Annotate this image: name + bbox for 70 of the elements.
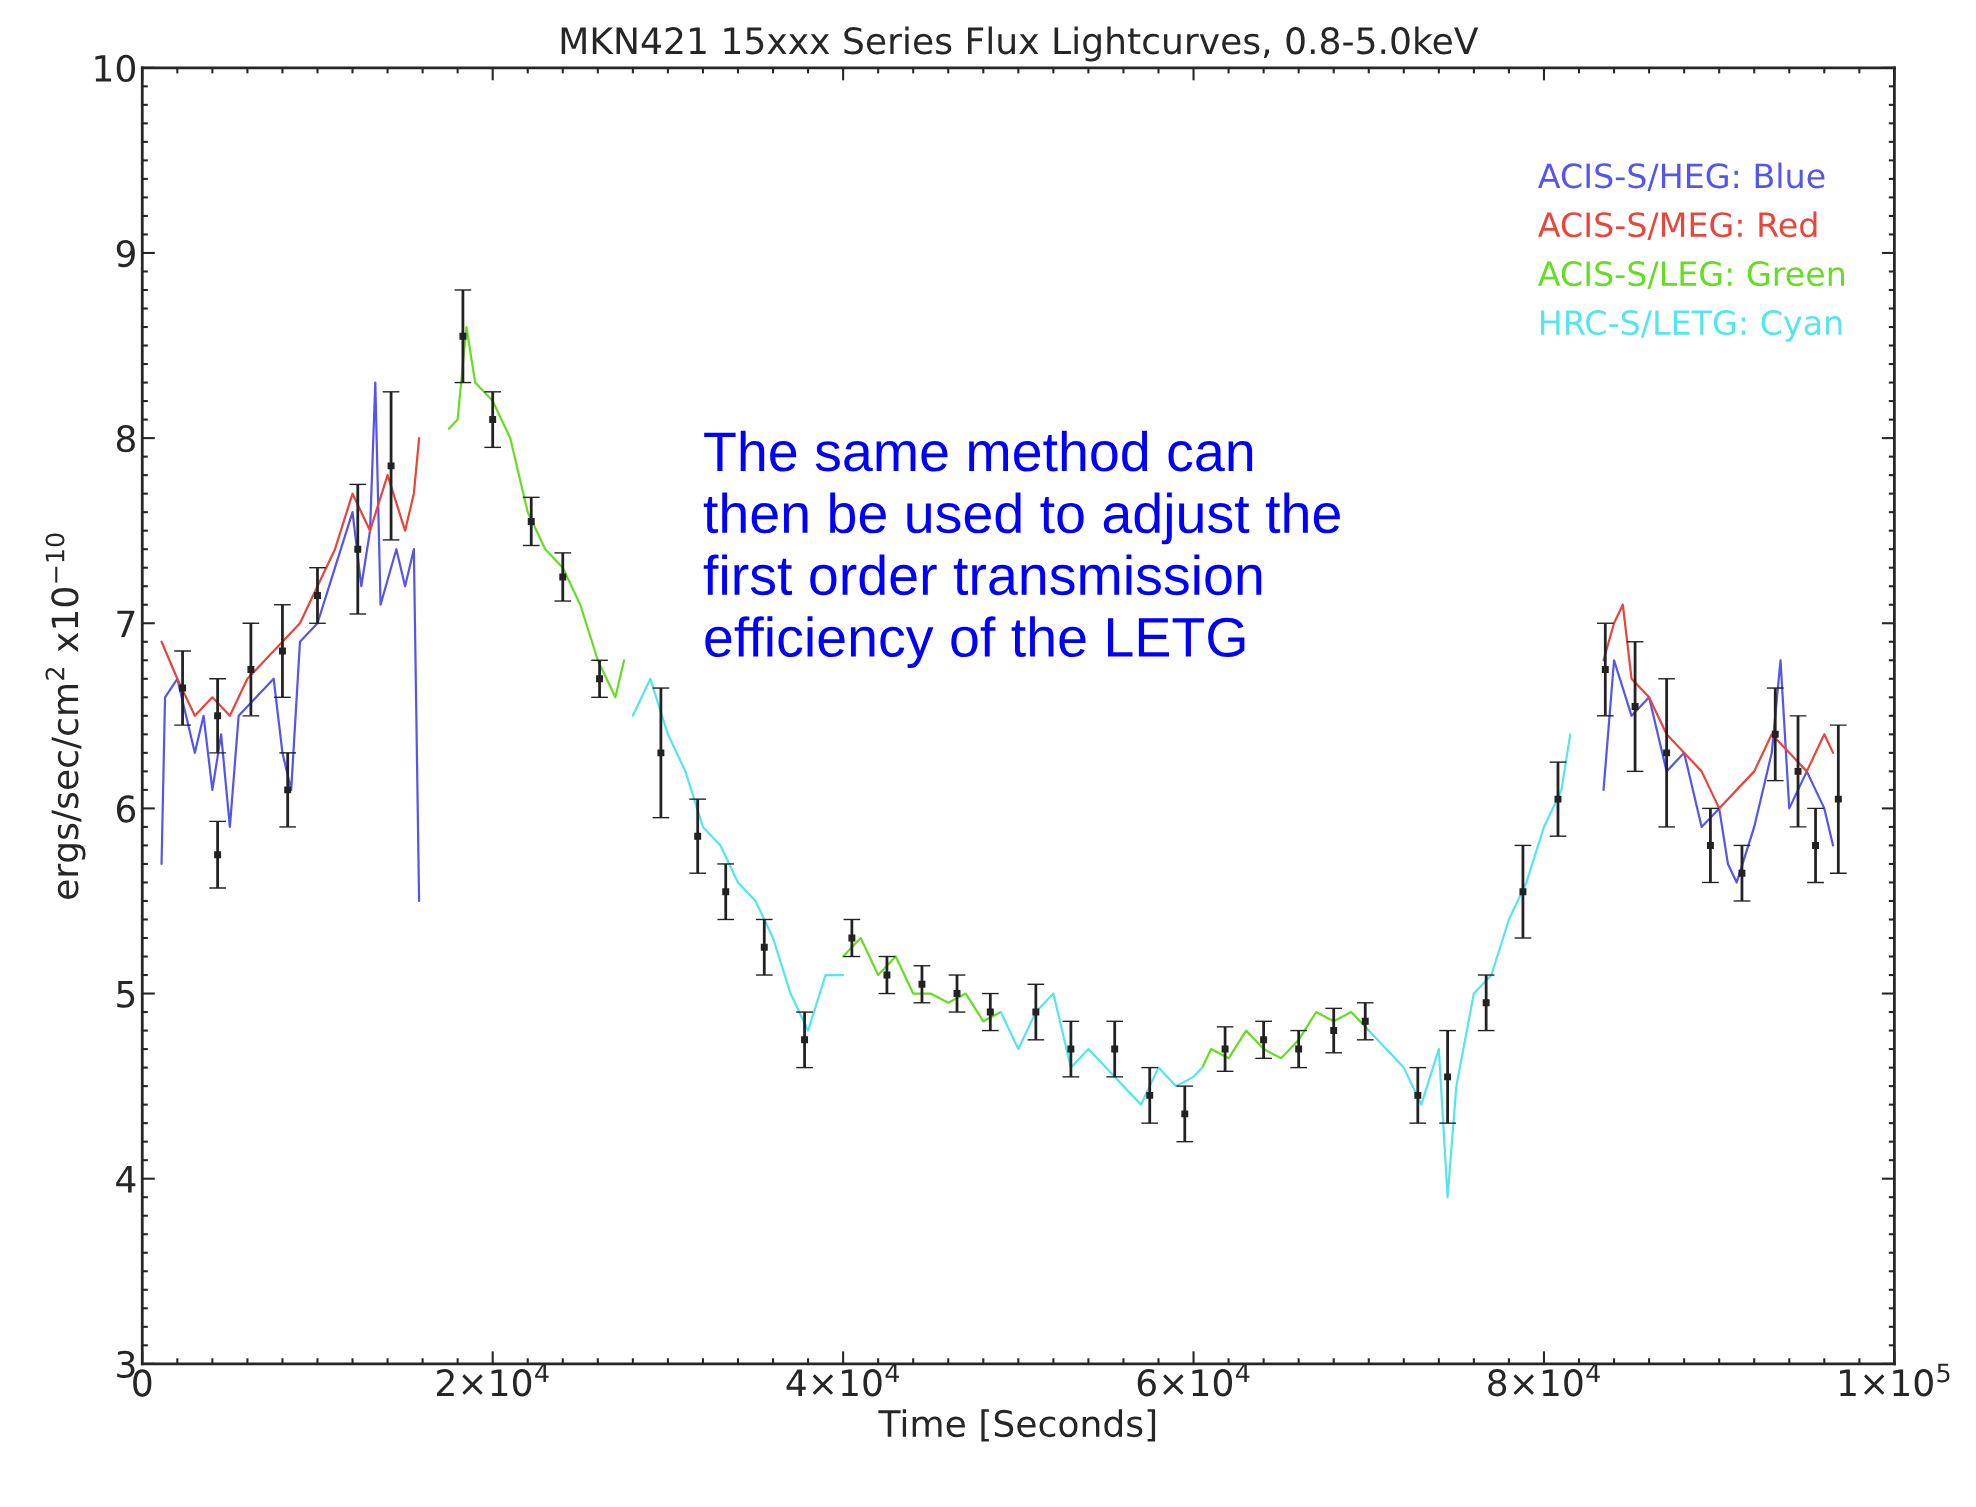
x-tick-label: 1×10$^{5}$	[1840, 1363, 1950, 1397]
point	[657, 749, 665, 757]
y-tick-label: 10	[95, 54, 136, 83]
point	[1663, 749, 1671, 757]
point	[760, 943, 768, 951]
point	[1111, 1045, 1119, 1053]
point	[1812, 841, 1820, 849]
point	[1554, 795, 1562, 803]
point	[1181, 1110, 1189, 1118]
point	[214, 851, 222, 859]
point	[883, 971, 891, 979]
point	[314, 592, 321, 599]
y-tick-label: 8	[116, 425, 135, 453]
point	[1330, 1027, 1338, 1035]
point	[1414, 1091, 1422, 1099]
y-tick-label: 5	[117, 980, 135, 1008]
point	[918, 980, 926, 988]
point	[559, 573, 567, 581]
point	[848, 934, 856, 942]
point	[1260, 1036, 1268, 1044]
point	[1032, 1008, 1040, 1016]
x-tick-label: 8×10$^{4}$	[1488, 1363, 1600, 1397]
point	[459, 332, 467, 340]
annotation: The same method can then be used to adjust the first order transmission efficiency of the LETG	[703, 430, 1340, 669]
x-axis-title: Time [Seconds]	[878, 1409, 1156, 1442]
point	[694, 832, 702, 840]
point	[1295, 1045, 1303, 1053]
point	[1519, 888, 1527, 896]
y-tick-label: 6	[116, 795, 136, 823]
y-axis-title: ergs/sec/cm$^{2}$ x10$^{−10}$	[45, 533, 86, 899]
point	[1444, 1073, 1452, 1081]
point	[1771, 730, 1779, 738]
point	[1631, 703, 1639, 711]
point	[1146, 1091, 1154, 1099]
text: ACIS-S/LEG: Green	[1538, 261, 1845, 289]
point	[1834, 795, 1842, 803]
point	[1067, 1045, 1075, 1053]
x-tick-label: 4×10$^{4}$	[786, 1363, 899, 1397]
point	[596, 675, 604, 683]
point	[1738, 869, 1746, 877]
y-tick-label: 4	[116, 1166, 136, 1193]
x-tick-label: 2×10$^{4}$	[437, 1363, 549, 1397]
y-tick-label: 9	[116, 239, 135, 268]
point	[214, 712, 222, 720]
point	[1794, 767, 1802, 775]
chart-title: MKN421 15xxx Series Flux Lightcurves, 0.8-5.0keV	[561, 26, 1479, 62]
y-tick-label: 3	[117, 1350, 135, 1379]
point	[1361, 1017, 1369, 1025]
point	[354, 545, 362, 553]
point	[247, 666, 255, 674]
point	[953, 990, 961, 998]
point	[722, 888, 730, 896]
x-tick-label: 6×10$^{4}$	[1137, 1363, 1250, 1397]
x-tick-label: 0	[133, 1369, 152, 1397]
point	[527, 517, 535, 525]
point	[1482, 999, 1490, 1007]
text: HRC-S/LETG: Cyan	[1541, 309, 1842, 342]
point	[801, 1036, 809, 1044]
point	[1221, 1045, 1229, 1053]
point	[1706, 841, 1714, 849]
text: ACIS-S/HEG: Blue	[1538, 162, 1825, 192]
point	[1601, 666, 1609, 674]
point	[278, 647, 286, 655]
y-tick-label: 7	[117, 610, 135, 637]
point	[387, 462, 395, 470]
point	[489, 416, 497, 424]
point	[284, 786, 292, 794]
point	[986, 1008, 994, 1016]
point	[179, 684, 187, 692]
text: ACIS-S/MEG: Red	[1538, 211, 1817, 240]
